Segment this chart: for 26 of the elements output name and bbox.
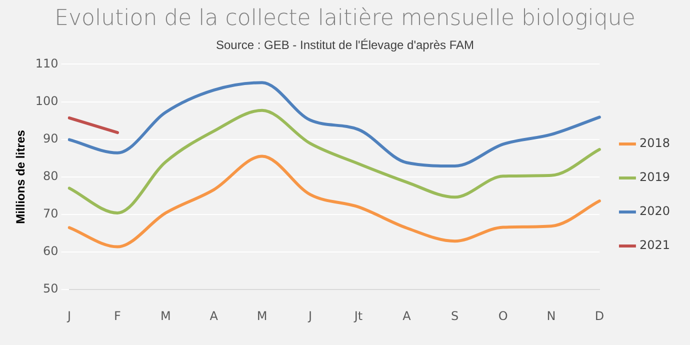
- y-tick-label: 50: [43, 282, 58, 296]
- x-tick-label: M: [256, 308, 268, 323]
- legend-label: 2020: [639, 204, 670, 218]
- y-tick-label: 60: [43, 244, 58, 258]
- x-tick-label: O: [498, 308, 508, 323]
- y-tick-label: 70: [43, 206, 58, 221]
- x-tick-label: S: [451, 308, 459, 323]
- legend-label: 2021: [639, 238, 670, 252]
- y-tick-label: 80: [43, 169, 58, 184]
- y-tick-label: 90: [43, 131, 58, 146]
- x-tick-label: A: [210, 308, 219, 323]
- chart-title: Evolution de la collecte laitière mensuelle biologique: [54, 6, 636, 31]
- x-tick-label: J: [66, 308, 72, 323]
- x-tick-label: D: [594, 308, 604, 323]
- chart-subtitle: Source : GEB - Institut de l'Élevage d'après FAM: [214, 38, 476, 52]
- legend-label: 2019: [639, 170, 670, 184]
- x-tick-label: Jt: [353, 308, 363, 323]
- legend-label: 2018: [639, 136, 670, 150]
- x-tick-label: M: [160, 308, 171, 323]
- y-tick-label: 100: [35, 94, 58, 108]
- x-tick-label: A: [402, 308, 412, 323]
- y-tick-label: 110: [35, 56, 58, 70]
- x-tick-label: F: [114, 308, 122, 323]
- x-tick-label: J: [308, 308, 312, 323]
- x-tick-label: N: [546, 308, 556, 323]
- y-axis-title: Millions de litres: [14, 130, 28, 224]
